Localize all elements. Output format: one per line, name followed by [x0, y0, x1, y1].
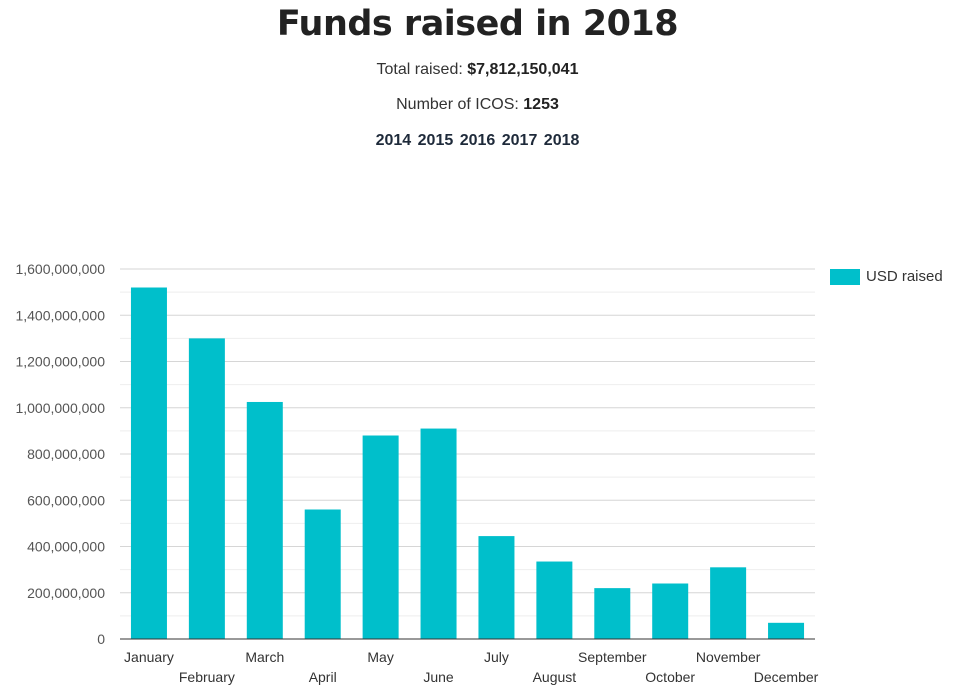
y-tick-label: 600,000,000: [27, 492, 105, 508]
year-link-2014[interactable]: 2014: [375, 132, 412, 149]
x-tick-label: April: [309, 669, 337, 685]
x-tick-label: October: [645, 669, 695, 685]
x-tick-label: November: [696, 649, 761, 665]
bar-august[interactable]: [536, 561, 573, 639]
bar-december[interactable]: [768, 622, 805, 639]
icos-label: Number of ICOS:: [396, 96, 519, 113]
bar-may[interactable]: [362, 435, 399, 640]
y-tick-label: 1,000,000,000: [15, 400, 105, 416]
bar-april[interactable]: [304, 509, 341, 640]
y-tick-label: 400,000,000: [27, 539, 105, 555]
x-tick-label: August: [533, 669, 577, 685]
x-tick-label: May: [367, 649, 393, 665]
legend[interactable]: USD raised: [830, 268, 943, 285]
y-tick-label: 200,000,000: [27, 585, 105, 601]
bar-november[interactable]: [710, 567, 747, 639]
bar-february[interactable]: [188, 338, 225, 639]
total-raised: Total raised: $7,812,150,041: [0, 61, 955, 79]
year-link-2015[interactable]: 2015: [417, 132, 454, 149]
y-tick-label: 1,400,000,000: [15, 307, 105, 323]
total-raised-label: Total raised:: [376, 61, 463, 78]
number-of-icos: Number of ICOS: 1253: [0, 96, 955, 114]
x-tick-label: December: [754, 669, 819, 685]
x-tick-label: June: [423, 669, 454, 685]
y-tick-label: 1,600,000,000: [15, 261, 105, 277]
y-tick-label: 1,200,000,000: [15, 354, 105, 370]
icos-value: 1253: [523, 96, 559, 113]
year-link-2018[interactable]: 2018: [543, 132, 580, 149]
bar-october[interactable]: [652, 583, 689, 640]
legend-label: USD raised: [866, 268, 943, 285]
year-link-2016[interactable]: 2016: [459, 132, 496, 149]
legend-swatch: [830, 268, 860, 285]
chart-title: Funds raised in 2018: [276, 4, 679, 44]
bar-september[interactable]: [594, 588, 631, 639]
x-tick-label: March: [245, 649, 284, 665]
y-tick-label: 0: [97, 631, 105, 647]
bar-june[interactable]: [420, 428, 457, 639]
x-tick-label: July: [484, 649, 509, 665]
bar-january[interactable]: [130, 287, 167, 640]
year-selector: 2014 2015 2016 2017 2018: [0, 132, 955, 150]
x-tick-label: September: [578, 649, 647, 665]
x-tick-label: February: [179, 669, 235, 685]
total-raised-value: $7,812,150,041: [467, 61, 579, 78]
bar-july[interactable]: [478, 536, 515, 639]
y-tick-label: 800,000,000: [27, 446, 105, 462]
year-link-2017[interactable]: 2017: [501, 132, 538, 149]
x-tick-label: January: [124, 649, 174, 665]
bar-march[interactable]: [246, 401, 283, 639]
